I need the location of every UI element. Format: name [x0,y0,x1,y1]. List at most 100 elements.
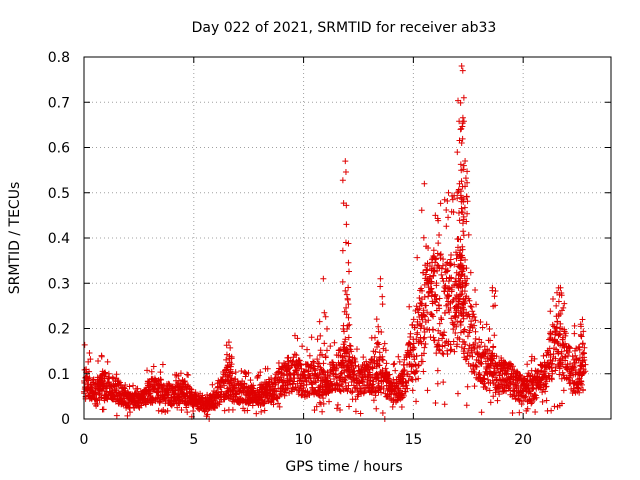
data-point [552,328,559,335]
data-point [555,298,562,305]
data-point [448,261,455,268]
data-point [436,320,443,327]
data-point [204,411,211,418]
data-point [575,344,582,351]
data-point [460,94,467,101]
data-point [147,390,154,397]
data-point [444,198,451,205]
data-point [548,376,555,383]
data-point [96,390,103,397]
data-point [436,232,443,239]
data-point [285,365,292,372]
data-point [486,387,493,394]
data-point [469,308,476,315]
data-point [98,353,105,360]
data-point [157,369,164,376]
data-point [414,329,421,336]
data-point [432,299,439,306]
data-point [558,307,565,314]
data-point [261,400,268,407]
data-point [454,244,461,251]
data-point [457,305,464,312]
data-point [374,371,381,378]
data-point [424,266,431,273]
data-point [461,204,468,211]
x-axis-label: GPS time / hours [285,459,402,475]
data-point [439,343,446,350]
data-point [177,370,184,377]
data-point [496,372,503,379]
data-point [460,118,467,125]
data-point [453,255,460,262]
data-point [549,358,556,365]
data-point [572,352,579,359]
data-point [487,399,494,406]
data-point [275,360,282,367]
data-point [483,385,490,392]
data-point [452,278,459,285]
data-point [319,408,326,415]
data-point [426,273,433,280]
data-point [158,408,165,415]
data-point [457,161,464,168]
y-tick-label: 0.3 [48,276,70,292]
data-point [174,404,181,411]
data-point [87,356,94,363]
data-point [524,405,531,412]
data-point [355,379,362,386]
data-point [580,349,587,356]
data-point [463,265,470,272]
data-point [472,335,479,342]
data-point [464,210,471,217]
data-point [337,406,344,413]
data-point [398,403,405,410]
data-point [413,367,420,374]
data-point [539,389,546,396]
data-point [217,384,224,391]
data-point [435,346,442,353]
axis-ticks: 0 5 10 15 20 0 0.1 0.2 0.3 0.4 0.5 0.6 0.7 0.8 [48,50,611,448]
y-tick-label: 0.8 [48,50,70,66]
data-point [470,311,477,318]
data-point [424,260,431,267]
data-point [452,314,459,321]
data-point [445,189,452,196]
data-point [369,365,376,372]
data-point [300,382,307,389]
data-point [467,269,474,276]
data-point [447,299,454,306]
data-point [377,275,384,282]
data-point [159,361,166,368]
data-point [323,347,330,354]
data-point [460,300,467,307]
y-axis-label: SRMTID / TECUs [7,182,23,295]
data-point [321,340,328,347]
data-point [440,278,447,285]
data-point [418,207,425,214]
data-point [430,272,437,279]
data-point [477,318,484,325]
data-point [573,345,580,352]
data-point [471,383,478,390]
data-point [371,334,378,341]
data-point [431,268,438,275]
data-point [561,300,568,307]
data-point [345,284,352,291]
data-point [516,409,523,416]
data-point [124,412,131,419]
data-point [372,348,379,355]
x-tick-label: 5 [189,432,198,448]
data-point [422,302,429,309]
data-point [459,246,466,253]
data-point [383,360,390,367]
data-point [460,315,467,322]
data-point [381,340,388,347]
data-point [571,322,578,329]
data-point [560,304,567,311]
data-point [444,351,451,358]
data-point [113,412,120,419]
data-point [378,369,385,376]
data-point [425,317,432,324]
data-point [487,355,494,362]
data-point [291,375,298,382]
